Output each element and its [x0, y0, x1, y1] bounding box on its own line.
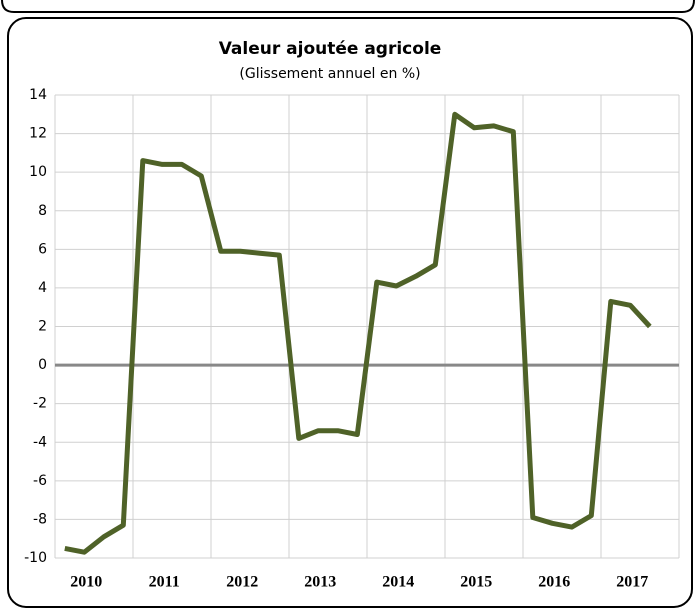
- y-tick-label: 14: [29, 87, 47, 103]
- chart-subtitle: (Glissement annuel en %): [239, 66, 420, 82]
- y-tick-label: -4: [33, 434, 47, 450]
- y-tick-label: 2: [38, 319, 47, 335]
- y-tick-label: -2: [33, 396, 47, 412]
- y-tick-label: 6: [38, 241, 47, 257]
- data-line: [64, 111, 652, 555]
- y-tick-label: -8: [33, 511, 47, 527]
- y-tick-label: 8: [38, 203, 47, 219]
- y-tick-label: 10: [29, 164, 47, 180]
- x-tick-label: 2012: [226, 574, 258, 591]
- y-tick-label: 4: [38, 280, 47, 296]
- y-tick-label: -6: [33, 473, 47, 489]
- y-tick-label: 0: [38, 357, 47, 373]
- x-tick-label: 2010: [70, 574, 102, 591]
- x-tick-label: 2011: [149, 574, 180, 591]
- y-tick-label: 12: [29, 126, 47, 142]
- y-tick-label: -10: [24, 550, 47, 566]
- x-tick-label: 2014: [382, 574, 414, 591]
- top-panel-border: [1, 0, 695, 13]
- x-tick-label: 2017: [616, 574, 648, 591]
- chart-title: Valeur ajoutée agricole: [219, 39, 442, 59]
- x-tick-label: 2016: [538, 574, 570, 591]
- x-tick-label: 2015: [460, 574, 492, 591]
- x-tick-label: 2013: [304, 574, 336, 591]
